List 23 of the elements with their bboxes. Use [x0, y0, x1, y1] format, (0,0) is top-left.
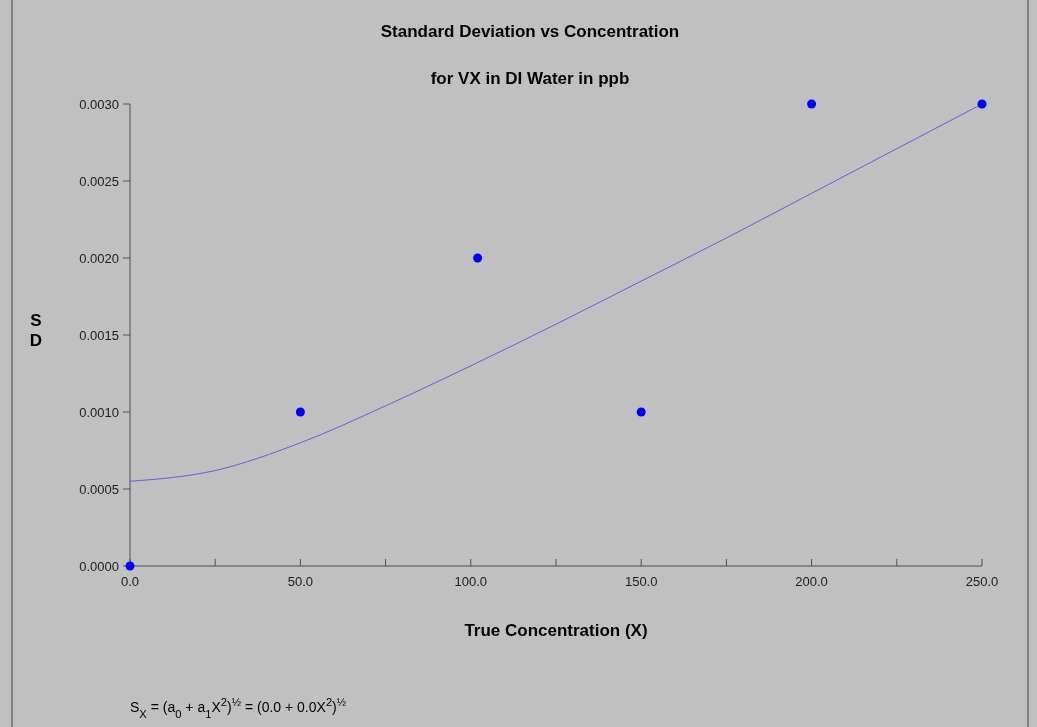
x-tick-label: 50.0 [287, 574, 314, 589]
y-tick-label: 0.0010 [79, 405, 119, 420]
point [636, 407, 646, 417]
point [977, 99, 987, 109]
x-tick-label: 100.0 [454, 574, 488, 589]
x-tick-label: 200.0 [795, 574, 828, 589]
y-tick-label: 0.0030 [79, 97, 119, 112]
y-axis-title: SD [29, 311, 43, 350]
chart-subtitle: for VX in DI Water in ppb [430, 69, 630, 88]
y-tick-label: 0.0000 [79, 559, 119, 574]
y-tick-label: 0.0005 [79, 482, 119, 497]
point [295, 407, 305, 417]
x-axis-title: True Concentration (X) [464, 621, 648, 640]
chart-title: Standard Deviation vs Concentration [380, 22, 680, 41]
x-tick-label: 250.0 [965, 574, 999, 589]
point [473, 253, 483, 263]
x-tick-label: 150.0 [624, 574, 658, 589]
x-tick-label: 0.0 [120, 574, 140, 589]
y-tick-label: 0.0020 [79, 251, 119, 266]
y-tick-label: 0.0015 [79, 328, 119, 343]
point [807, 99, 817, 109]
y-tick-label: 0.0025 [79, 174, 119, 189]
text: S$_{X}$ = (a$_{0}$ + a$_{1}$X$^{2}$)$^{½}$ = (0.0 + 0.0X$^{2}$)$^{½}$ [130, 696, 347, 720]
